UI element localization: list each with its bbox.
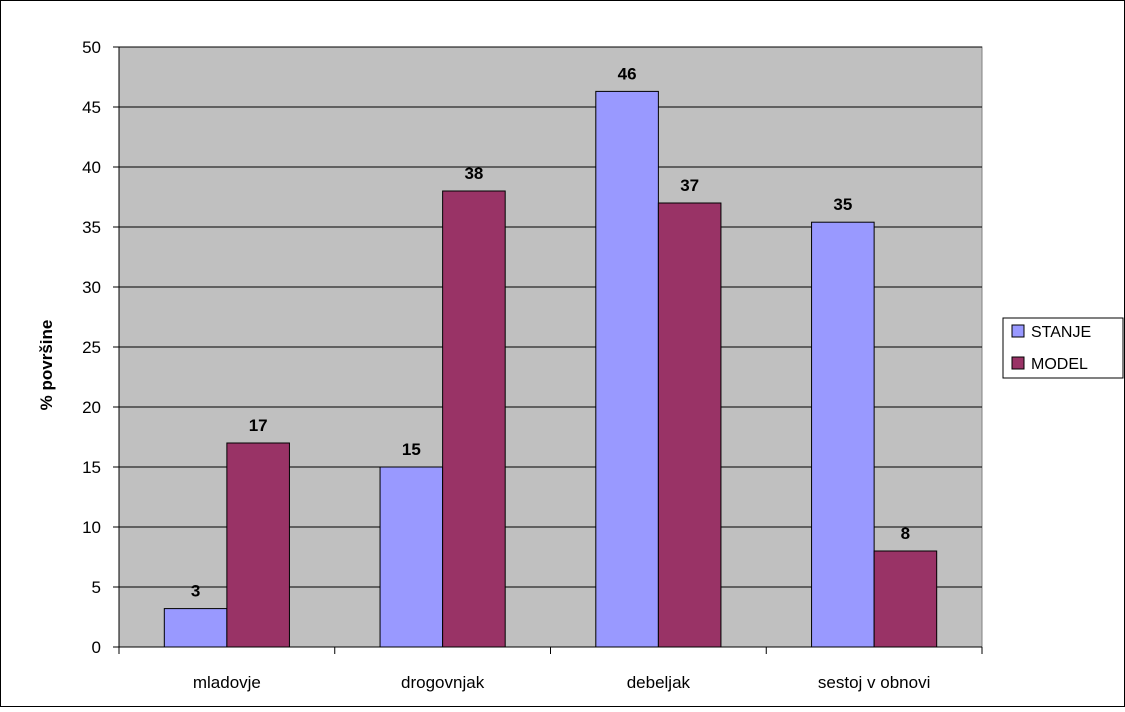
y-tick-label: 5: [92, 578, 101, 597]
x-category-label: sestoj v obnovi: [818, 673, 930, 692]
bar-model-0: [226, 442, 290, 648]
bar-stanje-1: [379, 466, 444, 648]
legend-label-stanje: STANJE: [1031, 324, 1091, 341]
axes: 0 5 10 15 20 25 30 35 40 45 50 mladovje drogovnjak de…: [82, 38, 983, 692]
data-label: 8: [901, 524, 910, 543]
x-category-label: mladovje: [193, 673, 261, 692]
y-tick-label: 10: [82, 518, 101, 537]
x-category-label: drogovnjak: [401, 673, 485, 692]
bar-model-1: [442, 190, 506, 648]
bars: [163, 90, 938, 648]
y-tick-label: 0: [92, 638, 101, 657]
y-tick-label: 35: [82, 218, 101, 237]
data-labels: 3 17 15 38 46 37 35 8: [191, 64, 910, 600]
bar-stanje-3: [811, 221, 875, 648]
data-label: 46: [618, 64, 637, 83]
bar-stanje-0: [163, 608, 228, 648]
bar-stanje-2: [595, 90, 659, 648]
y-tick-label: 20: [82, 398, 101, 417]
y-axis-label: % površine: [37, 320, 56, 411]
bar-model-3: [873, 550, 938, 648]
y-tick-label: 50: [82, 38, 101, 57]
x-category-label: debeljak: [627, 673, 691, 692]
data-label: 35: [833, 195, 852, 214]
data-label: 3: [191, 582, 200, 601]
legend-label-model: MODEL: [1031, 356, 1088, 373]
data-label: 15: [402, 440, 421, 459]
legend: STANJE MODEL: [1002, 317, 1124, 379]
legend-swatch-stanje: [1011, 324, 1025, 338]
y-tick-label: 30: [82, 278, 101, 297]
y-tick-label: 15: [82, 458, 101, 477]
data-label: 17: [249, 416, 268, 435]
y-tick-label: 40: [82, 158, 101, 177]
y-tick-label: 25: [82, 338, 101, 357]
y-tick-label: 45: [82, 98, 101, 117]
data-label: 38: [464, 164, 483, 183]
legend-swatch-model: [1011, 356, 1025, 370]
data-label: 37: [680, 176, 699, 195]
bar-model-2: [657, 202, 722, 648]
